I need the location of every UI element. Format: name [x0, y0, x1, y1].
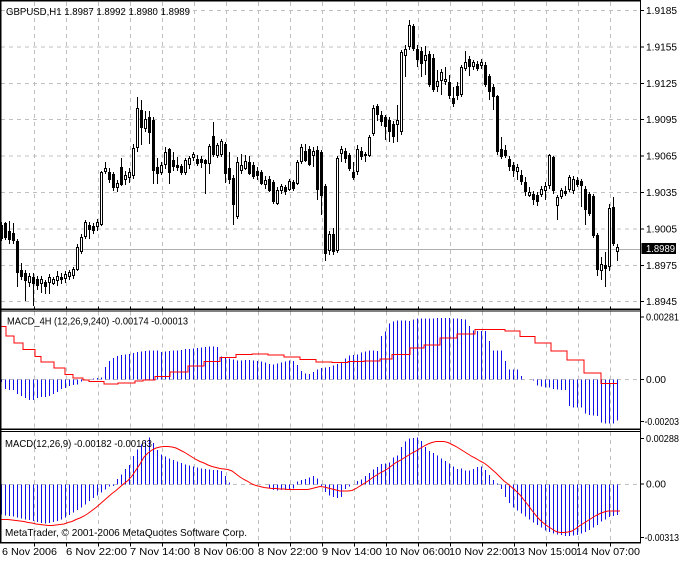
svg-text:1.9065: 1.9065	[646, 152, 677, 163]
svg-text:1.9095: 1.9095	[646, 115, 677, 126]
svg-text:1.8945: 1.8945	[646, 297, 677, 308]
svg-text:GBPUSD,H1 1.8987 1.8992 1.898: GBPUSD,H1 1.8987 1.8992 1.8980 1.8989	[6, 6, 190, 18]
svg-text:10 Nov 22:00: 10 Nov 22:00	[449, 546, 514, 558]
svg-text:1.9155: 1.9155	[646, 42, 677, 53]
svg-text:0.00: 0.00	[646, 375, 666, 386]
svg-text:MetaTrader, © 2001-2006 MetaQu: MetaTrader, © 2001-2006 MetaQuotes Softw…	[5, 527, 247, 539]
svg-text:0.00288: 0.00288	[646, 434, 679, 445]
svg-text:6 Nov 22:00: 6 Nov 22:00	[66, 546, 127, 558]
svg-text:8 Nov 22:00: 8 Nov 22:00	[258, 546, 318, 558]
svg-text:MACD(12,26,9) -0.00182 -0.0016: MACD(12,26,9) -0.00182 -0.00163	[5, 438, 152, 450]
svg-text:1.9035: 1.9035	[646, 188, 677, 199]
svg-text:0.00281: 0.00281	[646, 313, 679, 324]
svg-text:0.00: 0.00	[646, 479, 666, 490]
svg-text:1.9005: 1.9005	[646, 224, 677, 235]
svg-text:7 Nov 14:00: 7 Nov 14:00	[130, 546, 190, 558]
svg-text:1.8989: 1.8989	[646, 244, 675, 255]
svg-text:1.9125: 1.9125	[646, 79, 677, 90]
svg-text:13 Nov 15:00: 13 Nov 15:00	[513, 546, 577, 558]
svg-text:-0.00203: -0.00203	[645, 417, 680, 428]
svg-text:1.9185: 1.9185	[646, 6, 677, 17]
svg-text:10 Nov 06:00: 10 Nov 06:00	[385, 546, 450, 558]
svg-text:MACD_4H (12,26,9,240) -0.00174: MACD_4H (12,26,9,240) -0.00174 -0.00013	[7, 316, 188, 328]
svg-text:1.8975: 1.8975	[646, 261, 677, 272]
svg-text:9 Nov 14:00: 9 Nov 14:00	[322, 546, 382, 558]
svg-text:6 Nov 2006: 6 Nov 2006	[2, 546, 57, 558]
svg-text:14 Nov 07:00: 14 Nov 07:00	[576, 546, 640, 558]
svg-text:8 Nov 06:00: 8 Nov 06:00	[194, 546, 254, 558]
svg-text:-0.00313: -0.00313	[645, 533, 680, 544]
